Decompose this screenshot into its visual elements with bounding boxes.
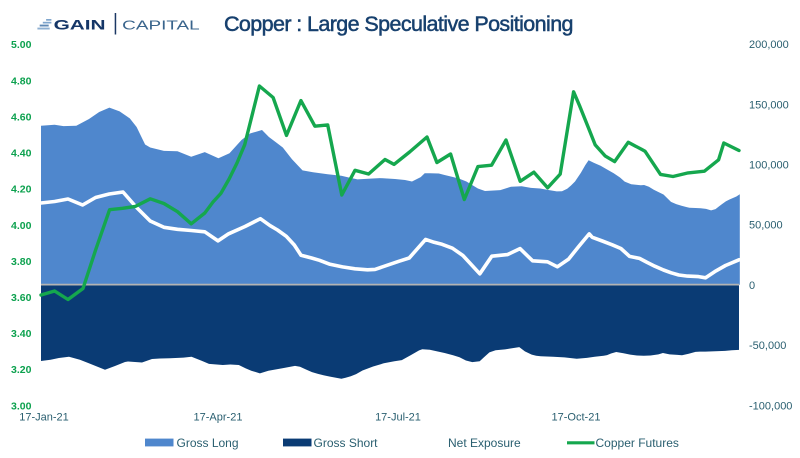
svg-text:4.00: 4.00 <box>11 220 32 232</box>
svg-text:150,000: 150,000 <box>749 99 789 111</box>
svg-text:17-Oct-21: 17-Oct-21 <box>552 411 601 423</box>
svg-text:3.20: 3.20 <box>11 364 32 376</box>
svg-text:200,000: 200,000 <box>749 39 789 51</box>
svg-text:3.80: 3.80 <box>11 256 32 268</box>
svg-text:Gross Long: Gross Long <box>177 436 239 450</box>
svg-text:-50,000: -50,000 <box>749 340 786 352</box>
svg-text:3.60: 3.60 <box>11 292 32 304</box>
svg-text:17-Apr-21: 17-Apr-21 <box>194 411 243 423</box>
svg-text:CAPITAL: CAPITAL <box>122 17 200 32</box>
svg-text:-100,000: -100,000 <box>749 400 792 412</box>
svg-text:GAIN: GAIN <box>54 18 106 33</box>
svg-text:17-Jan-21: 17-Jan-21 <box>19 411 69 423</box>
svg-text:3.40: 3.40 <box>11 328 32 340</box>
svg-text:100,000: 100,000 <box>749 160 789 172</box>
svg-text:5.00: 5.00 <box>11 39 32 51</box>
svg-text:4.20: 4.20 <box>11 184 32 196</box>
svg-text:17-Jul-21: 17-Jul-21 <box>375 411 421 423</box>
svg-text:Copper Futures: Copper Futures <box>596 436 679 450</box>
svg-text:Copper : Large Speculative Pos: Copper : Large Speculative Positioning <box>224 12 573 36</box>
svg-text:3.00: 3.00 <box>11 400 32 412</box>
svg-text:0: 0 <box>749 280 755 292</box>
svg-text:4.80: 4.80 <box>11 75 32 87</box>
svg-text:4.60: 4.60 <box>11 111 32 123</box>
svg-text:50,000: 50,000 <box>749 220 783 232</box>
svg-text:Gross Short: Gross Short <box>314 436 379 450</box>
svg-text:Net Exposure: Net Exposure <box>448 436 521 450</box>
svg-text:4.40: 4.40 <box>11 148 32 160</box>
